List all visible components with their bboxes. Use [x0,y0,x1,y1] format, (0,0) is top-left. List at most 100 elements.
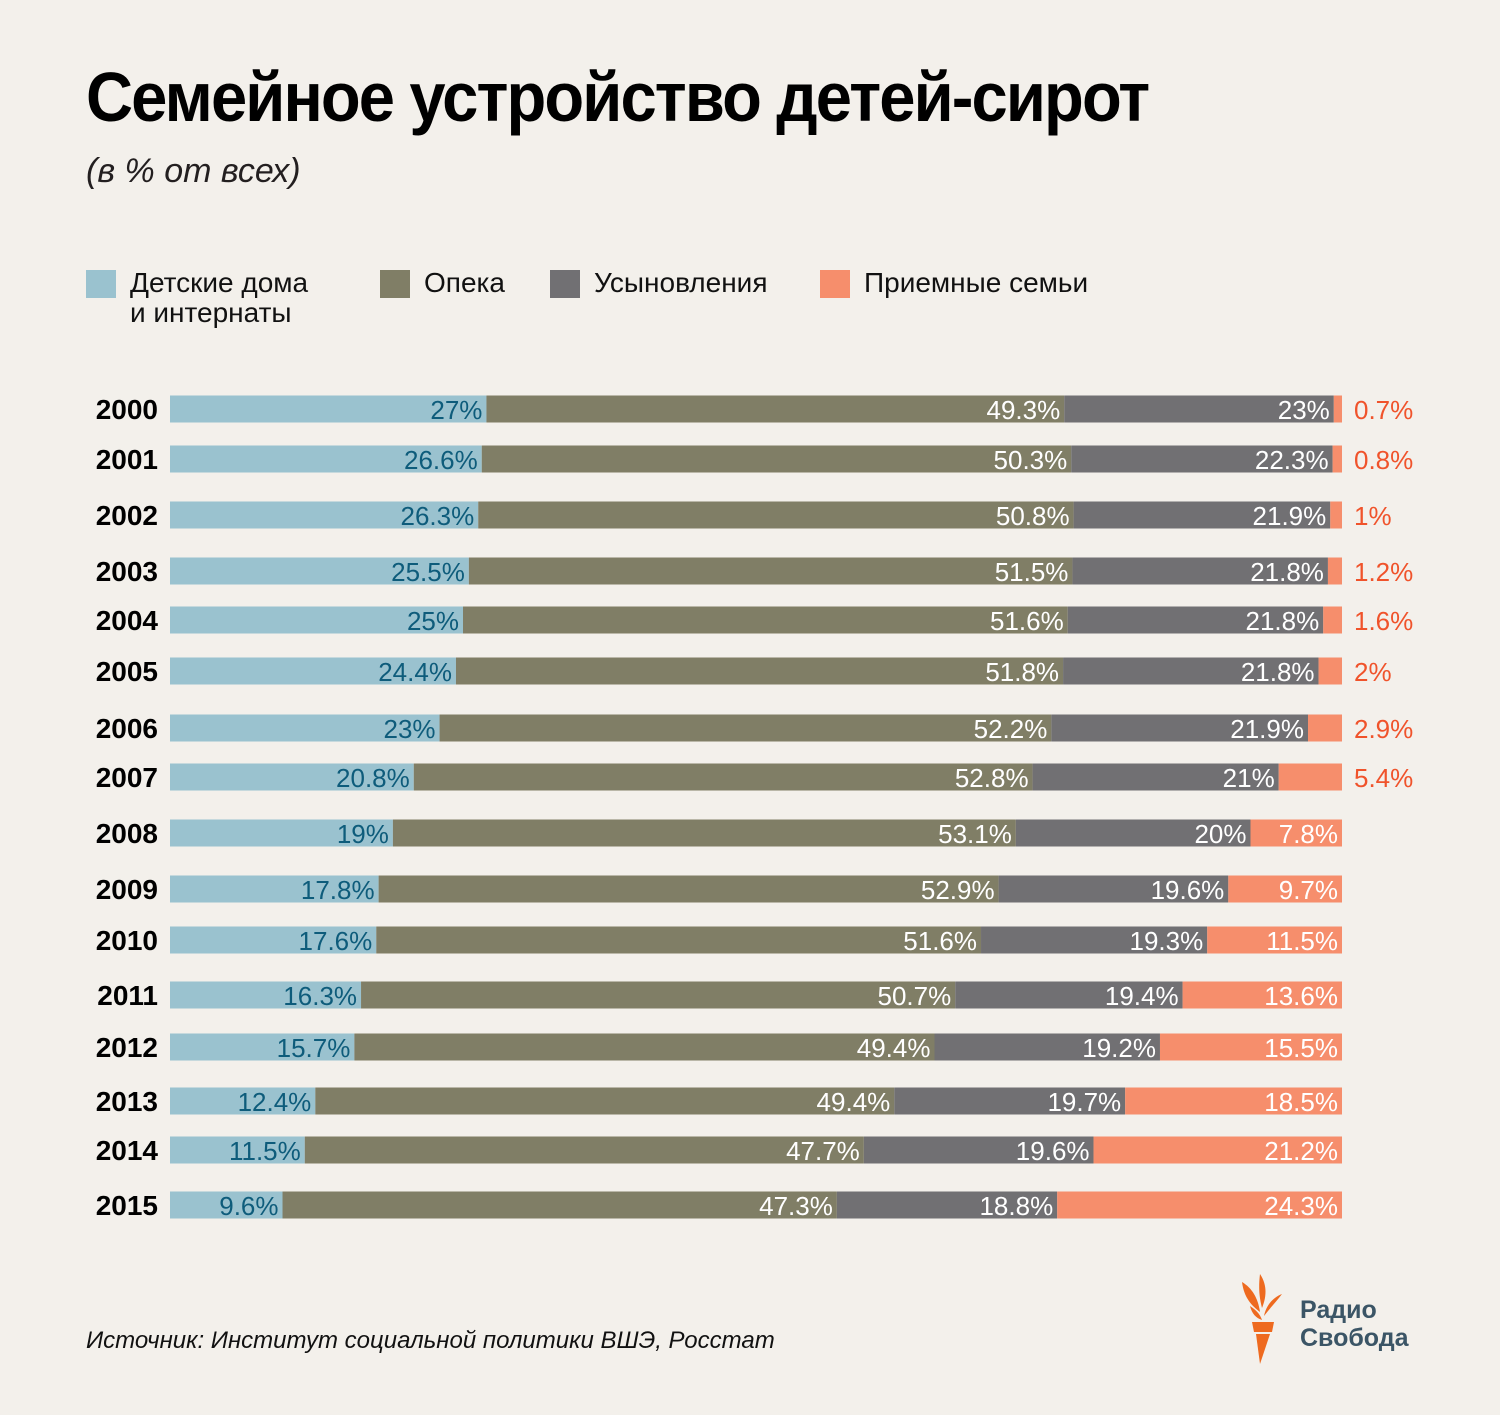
data-label-orphanages: 20.8% [336,763,410,793]
bar-row-2012: 2012 15.7% 49.4% 19.2% 15.5% [96,1032,1342,1063]
data-label-guardianship: 52.9% [921,875,995,905]
data-label-foster: 9.7% [1279,875,1338,905]
bar-segment-orphanages [170,557,469,585]
bar-segment-guardianship [478,501,1074,529]
data-label-adoption: 19.2% [1082,1033,1156,1063]
data-label-foster: 0.7% [1354,395,1413,425]
year-label: 2013 [96,1086,158,1117]
data-label-orphanages: 25% [407,606,459,636]
year-label: 2000 [96,394,158,425]
bar-segment-foster [1318,657,1342,685]
data-label-orphanages: 24.4% [378,657,452,687]
data-label-adoption: 19.6% [1151,875,1225,905]
legend-label-orphanages: Детские дома и интернаты [130,267,309,328]
bar-segment-orphanages [170,1191,283,1219]
bar-segment-foster [1207,926,1342,954]
bar-segment-guardianship [486,395,1065,423]
year-label: 2005 [96,656,158,687]
bar-row-2002: 2002 26.3% 50.8% 21.9% 1% [96,500,1392,531]
bar-segment-guardianship [455,657,1064,685]
year-label: 2001 [96,444,158,475]
data-label-guardianship: 52.2% [974,714,1048,744]
data-label-guardianship: 49.4% [857,1033,931,1063]
bar-segment-guardianship [378,875,999,903]
bar-row-2011: 2011 16.3% 50.7% 19.4% 13.6% [97,980,1342,1011]
bar-segment-orphanages [170,875,379,903]
logo-text-svoboda: Свобода [1300,1324,1409,1352]
bar-row-2010: 2010 17.6% 51.6% 19.3% 11.5% [96,925,1342,956]
bar-row-2000: 2000 27% 49.3% 23% 0.7% [96,394,1414,425]
data-label-guardianship: 49.3% [987,395,1061,425]
data-label-guardianship: 51.6% [903,926,977,956]
data-label-guardianship: 50.8% [996,501,1070,531]
bar-segment-orphanages [170,657,456,685]
bar-segment-foster [1327,557,1342,585]
bar-segment-adoption [955,981,1183,1009]
bar-segment-adoption [1073,501,1331,529]
bar-segment-guardianship [463,606,1068,634]
year-label: 2004 [96,605,159,636]
bar-segment-guardianship [392,819,1016,847]
legend-item-orphanages: Детские дома и интернаты [86,268,308,328]
data-label-guardianship: 49.4% [817,1087,891,1117]
bar-segment-foster [1250,819,1342,847]
year-label: 2014 [96,1135,159,1166]
bar-segment-adoption [836,1191,1058,1219]
source-note: Источник: Институт социальной политики В… [86,1327,775,1354]
year-label: 2015 [96,1190,158,1221]
bar-row-2008: 2008 19% 53.1% 20% 7.8% [96,818,1342,849]
data-label-adoption: 19.4% [1105,981,1179,1011]
legend-swatch-orphanages [86,270,116,298]
bar-row-2013: 2013 12.4% 49.4% 19.7% 18.5% [96,1086,1342,1117]
legend-label-guardianship: Опека [424,267,505,298]
bar-segment-guardianship [413,763,1033,791]
data-label-foster: 18.5% [1264,1087,1338,1117]
data-label-foster: 5.4% [1354,763,1413,793]
bar-segment-orphanages [170,926,377,954]
bar-segment-orphanages [170,981,362,1009]
bar-segment-foster [1332,445,1342,473]
legend-item-guardianship: Опека [380,268,505,298]
bar-segment-foster [1182,981,1342,1009]
year-label: 2012 [96,1032,158,1063]
year-label: 2003 [96,556,158,587]
bar-segment-orphanages [170,606,463,634]
data-label-adoption: 21.8% [1241,657,1315,687]
bar-segment-guardianship [315,1087,895,1115]
bar-segment-adoption [1032,763,1279,791]
bar-segment-orphanages [170,1136,305,1164]
bar-segment-guardianship [439,714,1052,742]
bar-row-2015: 2015 9.6% 47.3% 18.8% 24.3% [96,1190,1342,1221]
bar-segment-foster [1228,875,1342,903]
bar-segment-guardianship [304,1136,864,1164]
data-label-adoption: 19.7% [1047,1087,1121,1117]
data-label-orphanages: 12.4% [238,1087,312,1117]
bar-row-2004: 2004 25% 51.6% 21.8% 1.6% [96,605,1414,636]
bar-segment-orphanages [170,714,440,742]
data-label-foster: 2.9% [1354,714,1413,744]
bar-segment-adoption [1064,395,1334,423]
bar-segment-orphanages [170,1087,316,1115]
year-label: 2008 [96,818,158,849]
data-label-orphanages: 15.7% [277,1033,351,1063]
data-label-guardianship: 47.7% [786,1136,860,1166]
legend-item-foster: Приемные семьи [820,268,1088,298]
legend-label-foster: Приемные семьи [864,267,1089,298]
bar-segment-orphanages [170,395,487,423]
bar-row-2003: 2003 25.5% 51.5% 21.8% 1.2% [96,556,1414,587]
data-label-foster: 1% [1354,501,1392,531]
data-label-orphanages: 11.5% [229,1136,301,1166]
bar-segment-guardianship [361,981,956,1009]
data-label-orphanages: 23% [384,714,436,744]
legend-swatch-adoption [550,270,580,298]
data-label-adoption: 21% [1223,763,1275,793]
data-label-guardianship: 51.5% [995,557,1069,587]
bar-row-2001: 2001 26.6% 50.3% 22.3% 0.8% [96,444,1414,475]
bar-segment-foster [1323,606,1342,634]
chart-subtitle: (в % от всех) [86,152,301,190]
year-label: 2002 [96,500,158,531]
year-label: 2009 [96,874,158,905]
bar-segment-orphanages [170,501,479,529]
torch-icon [1242,1274,1282,1364]
data-label-orphanages: 19% [337,819,389,849]
